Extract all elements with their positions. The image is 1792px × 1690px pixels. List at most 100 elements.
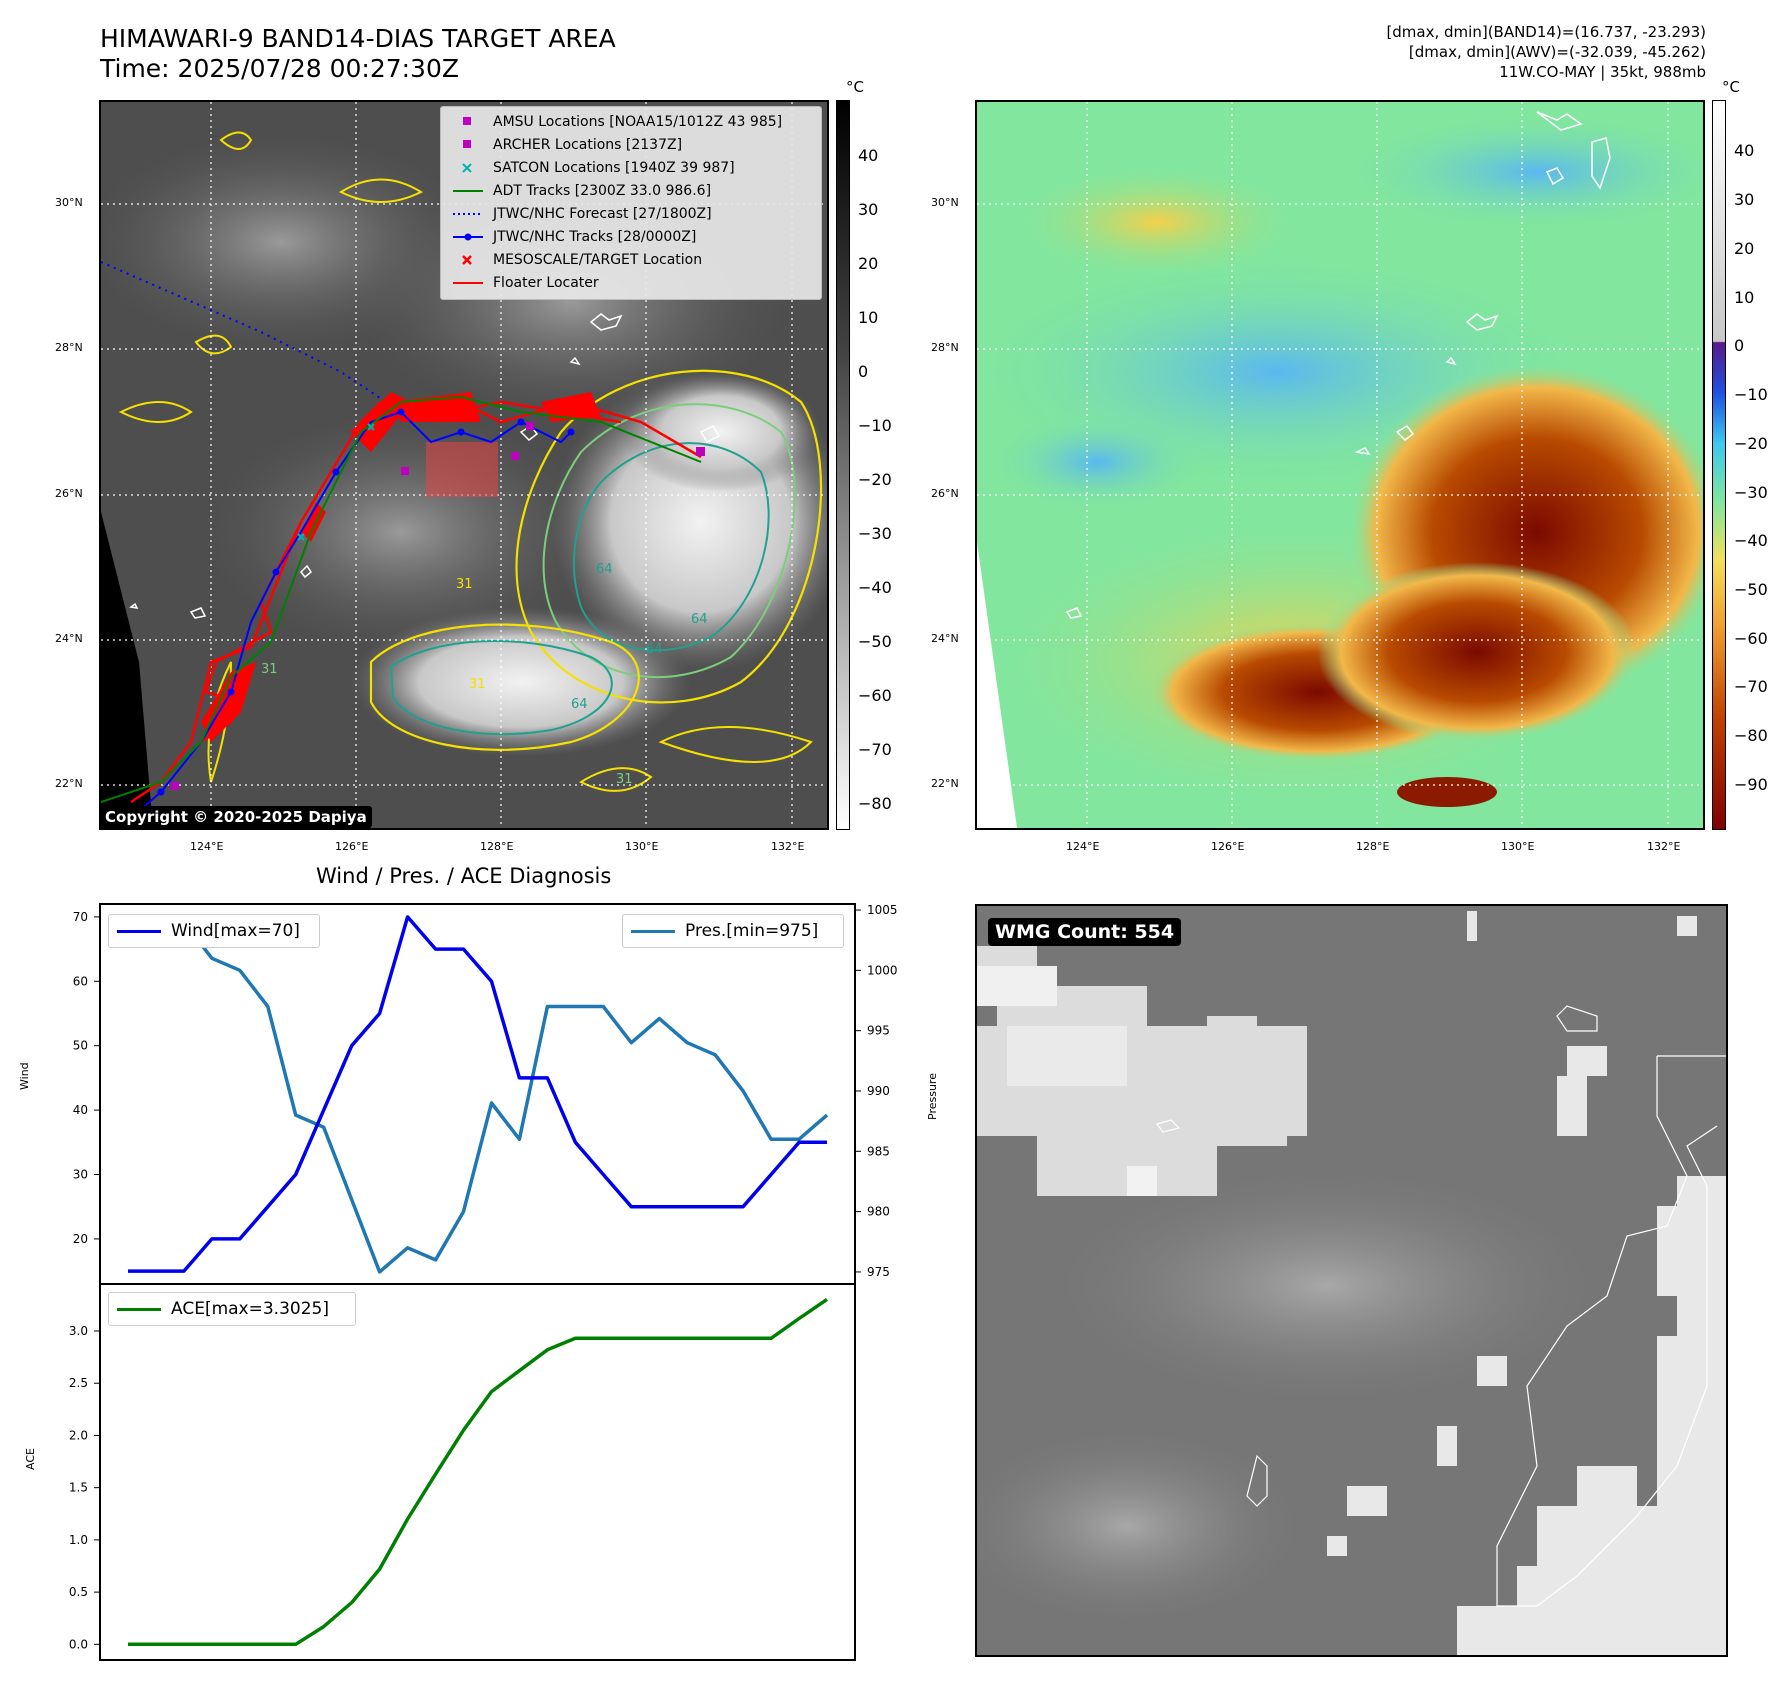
colorbar-right-tick: 40 bbox=[1734, 141, 1755, 160]
info-line-3: 11W.CO-MAY | 35kt, 988mb bbox=[1499, 63, 1706, 81]
colorbar-left-tick: −70 bbox=[858, 740, 892, 759]
ace-series-line bbox=[128, 1297, 828, 1647]
ir-convection-north bbox=[621, 372, 821, 492]
wind-tick-label: 20 bbox=[73, 1232, 88, 1246]
wind-legend-label: Wind[max=70] bbox=[171, 921, 300, 941]
ace-tick-label: 2.0 bbox=[69, 1428, 88, 1442]
legend-item-floater: Floater Locater bbox=[441, 272, 821, 294]
pressure-tick-label: 990 bbox=[867, 1084, 890, 1098]
awv-moisture-patch bbox=[1397, 777, 1497, 807]
ace-tick-label: 2.5 bbox=[69, 1376, 88, 1390]
wmg-texture bbox=[977, 1426, 1307, 1626]
jtwc-track-points bbox=[157, 408, 575, 796]
ace-legend: ACE[max=3.3025] bbox=[108, 1292, 356, 1326]
wmg-texture bbox=[1047, 1166, 1607, 1406]
title-line-2: Time: 2025/07/28 00:27:30Z bbox=[100, 54, 459, 83]
pressure-series-line bbox=[128, 920, 829, 1274]
legend-archer-marker bbox=[463, 140, 471, 148]
colorbar-right-tick: −80 bbox=[1734, 726, 1768, 745]
lon-label: 126°E bbox=[335, 840, 369, 853]
colorbar-right-tick: −30 bbox=[1734, 483, 1768, 502]
wind-axis-label: Wind bbox=[18, 1062, 31, 1090]
lon-label: 132°E bbox=[1647, 840, 1681, 853]
ace-legend-swatch bbox=[117, 1308, 161, 1311]
legend-adt-line bbox=[453, 190, 483, 192]
awv-coastlines bbox=[1065, 111, 1611, 619]
ir-contour-yellow bbox=[515, 369, 823, 704]
colorbar-right bbox=[1712, 100, 1726, 830]
wind-tick-label: 60 bbox=[73, 974, 88, 988]
contour-label: 64 bbox=[571, 697, 588, 712]
legend-item-mesoscale: MESOSCALE/TARGET Location bbox=[441, 249, 821, 271]
legend-item-jtwc: JTWC/NHC Tracks [28/0000Z] bbox=[441, 226, 821, 248]
awv-moist-region bbox=[1007, 162, 1307, 282]
lat-label: 28°N bbox=[931, 341, 959, 354]
copyright-badge: Copyright © 2020-2025 Dapiya bbox=[100, 806, 372, 828]
colorbar-right-tick: 10 bbox=[1734, 288, 1755, 307]
lon-label: 130°E bbox=[625, 840, 659, 853]
awv-map-panel bbox=[975, 100, 1705, 830]
info-line-1: [dmax, dmin](BAND14)=(16.737, -23.293) bbox=[1386, 23, 1706, 41]
wmg-bright-blocks bbox=[1327, 911, 1726, 1655]
ir-contour-yellow bbox=[118, 401, 193, 423]
ir-contour-yellow bbox=[338, 178, 424, 203]
wmg-svg bbox=[977, 906, 1726, 1655]
awv-dry-region bbox=[1337, 112, 1703, 232]
pressure-legend: Pres.[min=975] bbox=[622, 914, 844, 948]
colorbar-right-tick: −20 bbox=[1734, 434, 1768, 453]
ir-contour-green bbox=[542, 403, 796, 679]
wmg-bright-cluster bbox=[977, 946, 1307, 1196]
colorbar-right-tick: −90 bbox=[1734, 775, 1768, 794]
legend-label: ARCHER Locations [2137Z] bbox=[493, 137, 683, 153]
wmg-panel bbox=[975, 904, 1728, 1657]
title-line-1: HIMAWARI-9 BAND14-DIAS TARGET AREA bbox=[100, 24, 616, 53]
colorbar-right-tick: −60 bbox=[1734, 629, 1768, 648]
legend-item-satcon: SATCON Locations [1940Z 39 987] bbox=[441, 157, 821, 179]
lon-label: 132°E bbox=[771, 840, 805, 853]
diagnosis-chart-svg: 70 60 50 40 30 20 1005 1000 995 990 985 980 975 3.0 2.… bbox=[69, 903, 898, 1661]
pressure-tick-label: 985 bbox=[867, 1144, 890, 1158]
ir-contour-yellow bbox=[219, 131, 253, 150]
colorbar-left-unit: °C bbox=[846, 78, 864, 96]
legend-label: MESOSCALE/TARGET Location bbox=[493, 252, 703, 268]
lon-label: 124°E bbox=[190, 840, 224, 853]
wind-tick-label: 40 bbox=[73, 1103, 88, 1117]
colorbar-left-tick: −20 bbox=[858, 470, 892, 489]
colorbar-left-tick: −50 bbox=[858, 632, 892, 651]
lon-label: 130°E bbox=[1501, 840, 1535, 853]
ir-contour-yellow bbox=[194, 334, 233, 355]
contour-label: 64 bbox=[646, 642, 663, 657]
colorbar-right-tick: −10 bbox=[1734, 385, 1768, 404]
lat-label: 30°N bbox=[55, 196, 83, 209]
colorbar-right-tick: −70 bbox=[1734, 677, 1768, 696]
colorbar-left bbox=[836, 100, 850, 830]
ace-tick-label: 0.5 bbox=[69, 1585, 88, 1599]
legend-label: JTWC/NHC Forecast [27/1800Z] bbox=[493, 206, 712, 222]
adt-tracks-line bbox=[101, 395, 702, 803]
colorbar-right-tick: −40 bbox=[1734, 531, 1768, 550]
legend-label: JTWC/NHC Tracks [28/0000Z] bbox=[493, 229, 697, 245]
lat-label: 26°N bbox=[931, 487, 959, 500]
lon-label: 128°E bbox=[1356, 840, 1390, 853]
ir-contour-teal bbox=[572, 442, 770, 652]
legend-jtwc-line bbox=[453, 233, 483, 241]
colorbar-left-tick: −10 bbox=[858, 416, 892, 435]
wind-pressure-plot-frame bbox=[99, 903, 856, 1285]
pressure-tick-label: 1005 bbox=[867, 903, 898, 917]
colorbar-right-tick: 0 bbox=[1734, 336, 1745, 355]
contour-label: 31 bbox=[456, 577, 473, 592]
wind-legend: Wind[max=70] bbox=[108, 914, 320, 948]
pressure-tick-label: 1000 bbox=[867, 963, 898, 977]
pressure-tick-label: 995 bbox=[867, 1024, 890, 1038]
colorbar-right-tick: 20 bbox=[1734, 239, 1755, 258]
lat-label: 22°N bbox=[55, 777, 83, 790]
colorbar-left-tick: 0 bbox=[858, 362, 869, 381]
legend-label: SATCON Locations [1940Z 39 987] bbox=[493, 160, 735, 176]
ace-legend-label: ACE[max=3.3025] bbox=[171, 1299, 329, 1319]
wmg-count-badge: WMG Count: 554 bbox=[988, 918, 1182, 946]
awv-map-svg bbox=[977, 102, 1703, 828]
map-legend: AMSU Locations [NOAA15/1012Z 43 985] ARC… bbox=[440, 106, 822, 300]
lat-label: 26°N bbox=[55, 487, 83, 500]
ir-cloud-haze bbox=[201, 412, 601, 652]
ace-tick-label: 3.0 bbox=[69, 1324, 88, 1338]
